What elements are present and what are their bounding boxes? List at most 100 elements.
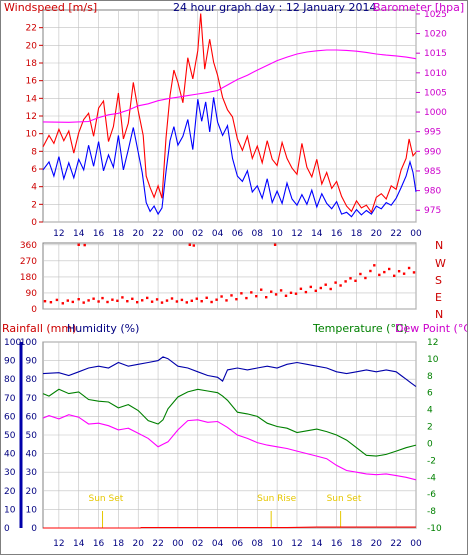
wind-tick-label: 20 (26, 41, 38, 51)
humidity-tick-label: 10 (26, 505, 38, 515)
humidity-x-tick-label: 20 (133, 539, 145, 549)
direction-point (274, 293, 278, 296)
direction-point (141, 299, 144, 302)
barometer-tick-label: 1020 (424, 30, 447, 40)
rain-tick-label: 90 (4, 357, 16, 367)
compass-s: S (435, 274, 442, 287)
direction-point (407, 266, 411, 270)
rainfall-label: Rainfall (mm) (2, 322, 76, 335)
wind-x-tick-label: 18 (351, 229, 363, 239)
rain-tick-label: 0 (4, 524, 10, 534)
direction-point (369, 269, 372, 273)
temperature-tick-label: 4 (427, 406, 433, 416)
humidity-x-axis: 12 14 16 18 20 22 00 02 04 06 08 10 12 14 16 18 20 22 00 (53, 539, 422, 549)
wind-x-tick-label: 12 (291, 229, 302, 239)
compass-e: E (435, 291, 442, 304)
direction-point (121, 296, 124, 299)
direction-point (339, 284, 342, 287)
direction-point (220, 295, 223, 298)
rain-tick-label: 60 (4, 412, 16, 422)
direction-point (324, 283, 327, 286)
direction-point (195, 297, 198, 300)
wind-tick-label: 22 (26, 24, 37, 34)
direction-point (43, 300, 47, 303)
rain-tick-label: 40 (4, 450, 16, 460)
direction-point (364, 276, 367, 280)
direction-tick-label: 0 (31, 305, 37, 315)
direction-point (344, 280, 347, 283)
humidity-x-tick-label: 10 (271, 539, 283, 549)
humidity-tick-label: 100 (20, 338, 37, 348)
temperature-label: Temperature (°C) (312, 322, 408, 335)
humidity-tick-label: 30 (26, 468, 38, 478)
direction-point (393, 274, 396, 277)
series-gust-line (42, 13, 417, 214)
barometer-tick-label: 985 (424, 167, 441, 177)
barometer-tick-label: 990 (424, 147, 441, 157)
direction-point (265, 296, 268, 299)
humidity-tick-label: 80 (26, 375, 38, 385)
humidity-tick-label: 90 (26, 357, 38, 367)
humidity-label: Humidity (%) (67, 322, 139, 335)
humidity-axis: 0 0 10 10 20 20 30 30 40 40 50 50 60 60 70 70 80 80 90 90 10… (4, 338, 37, 534)
direction-point (273, 243, 277, 246)
rain-tick-label: 80 (4, 375, 16, 385)
direction-point (240, 292, 243, 295)
direction-tick-label: 90 (26, 289, 38, 299)
direction-point (111, 298, 114, 301)
direction-point (106, 300, 109, 304)
wind-x-axis: 12 14 16 18 20 22 00 02 04 06 08 10 12 14 16 18 20 22 00 (53, 229, 422, 239)
compass-w: W (435, 257, 446, 270)
rain-tick-label: 100 (4, 338, 21, 348)
direction-point (210, 300, 213, 304)
series-barometer-line (42, 49, 417, 123)
direction-point (155, 298, 159, 301)
rain-tick-label: 50 (4, 431, 16, 441)
barometer-tick-label: 975 (424, 206, 441, 216)
wind-tick-label: 4 (31, 183, 37, 193)
direction-point (55, 298, 59, 302)
wind-x-tick-label: 10 (271, 229, 283, 239)
direction-points (43, 243, 416, 305)
barometer-axis: 975 980 985 990 995 1000 1005 1010 1015 1020 1025 (416, 10, 447, 216)
direction-point (349, 277, 352, 280)
direction-point (61, 302, 64, 305)
direction-point (260, 288, 263, 291)
direction-point (170, 297, 174, 300)
direction-point (230, 294, 233, 297)
direction-point (190, 299, 193, 302)
sun-set-label: Sun Set (89, 494, 124, 504)
direction-point (314, 289, 317, 292)
temperature-tick-label: 2 (427, 423, 433, 433)
temperature-tick-label: 0 (427, 439, 433, 449)
humidity-x-tick-label: 06 (232, 539, 244, 549)
wind-x-tick-label: 20 (371, 229, 383, 239)
direction-axis: 0 90 180 270 360 (20, 241, 37, 315)
direction-point (334, 281, 337, 284)
direction-point (359, 272, 362, 276)
barometer-tick-label: 1000 (424, 108, 447, 118)
temperature-tick-label: -4 (427, 473, 436, 483)
wind-x-tick-label: 22 (152, 229, 163, 239)
rain-tick-label: 10 (4, 505, 16, 515)
humidity-tick-label: 40 (26, 450, 38, 460)
direction-point (294, 292, 298, 295)
wind-tick-label: 2 (31, 200, 37, 210)
temperature-tick-label: -6 (427, 490, 436, 500)
temperature-tick-label: 8 (427, 372, 433, 382)
temperature-tick-label: 6 (427, 389, 433, 399)
direction-point (250, 291, 253, 294)
direction-point (245, 296, 248, 300)
direction-panel: 0 90 180 270 360 N W S E N (20, 239, 446, 321)
humidity-x-tick-label: 18 (113, 539, 125, 549)
rain-tick-label: 20 (4, 487, 16, 497)
direction-point (175, 300, 179, 303)
direction-grid (43, 243, 417, 310)
wind-x-tick-label: 18 (113, 229, 125, 239)
barometer-tick-label: 980 (424, 187, 441, 197)
humidity-x-tick-label: 04 (212, 539, 224, 549)
humidity-x-tick-label: 16 (93, 539, 105, 549)
direction-point (185, 301, 188, 304)
direction-point (49, 301, 53, 304)
humidity-x-tick-label: 22 (390, 539, 401, 549)
